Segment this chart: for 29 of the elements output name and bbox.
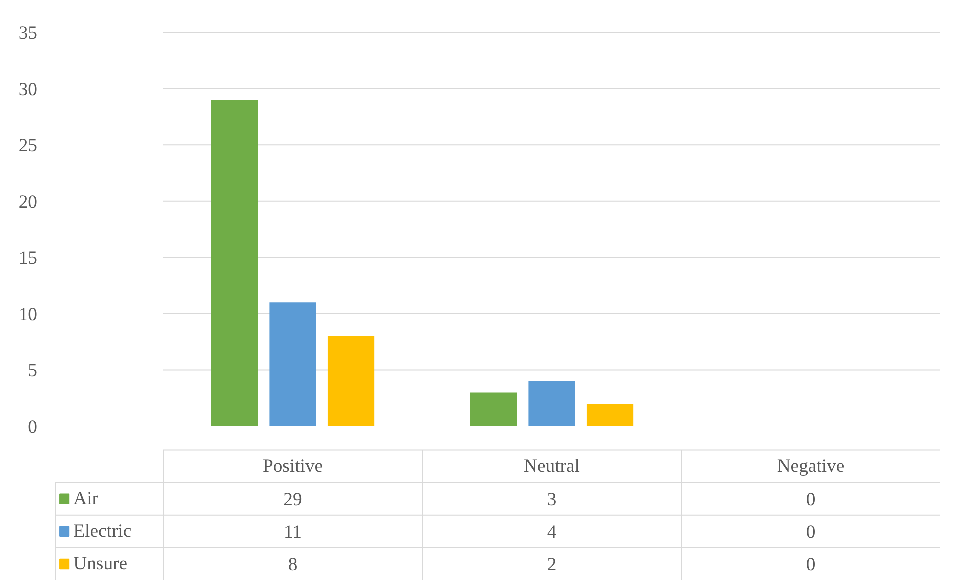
y-tick-label: 5	[28, 360, 38, 382]
legend-label: Air	[74, 488, 100, 510]
bar	[586, 404, 634, 426]
y-tick-label: 20	[18, 192, 38, 213]
bar	[328, 336, 375, 426]
y-tick-label: 10	[18, 304, 38, 326]
data-label: 0	[806, 554, 816, 576]
x-tick-label: Neutral	[524, 456, 580, 478]
data-label: 4	[547, 522, 558, 544]
x-tick-label: Negative	[777, 456, 845, 478]
data-label: 3	[547, 490, 557, 511]
bar	[470, 392, 518, 426]
bar	[211, 100, 258, 426]
bar	[270, 302, 316, 426]
legend-label: Unsure	[74, 554, 128, 575]
data-label: 0	[806, 522, 816, 544]
y-tick-label: 30	[18, 79, 38, 100]
data-label: 2	[547, 554, 557, 576]
bar	[528, 381, 576, 426]
y-tick-label: 15	[18, 248, 38, 270]
y-tick-label: 0	[28, 417, 38, 438]
data-label: 8	[288, 554, 298, 576]
legend-label: Electric	[74, 521, 132, 542]
y-tick-label: 25	[18, 136, 38, 157]
data-label: 0	[806, 490, 816, 511]
data-label: 29	[284, 490, 302, 511]
data-label: 11	[284, 522, 302, 544]
y-tick-label: 35	[18, 23, 38, 44]
x-tick-label: Positive	[262, 456, 324, 478]
